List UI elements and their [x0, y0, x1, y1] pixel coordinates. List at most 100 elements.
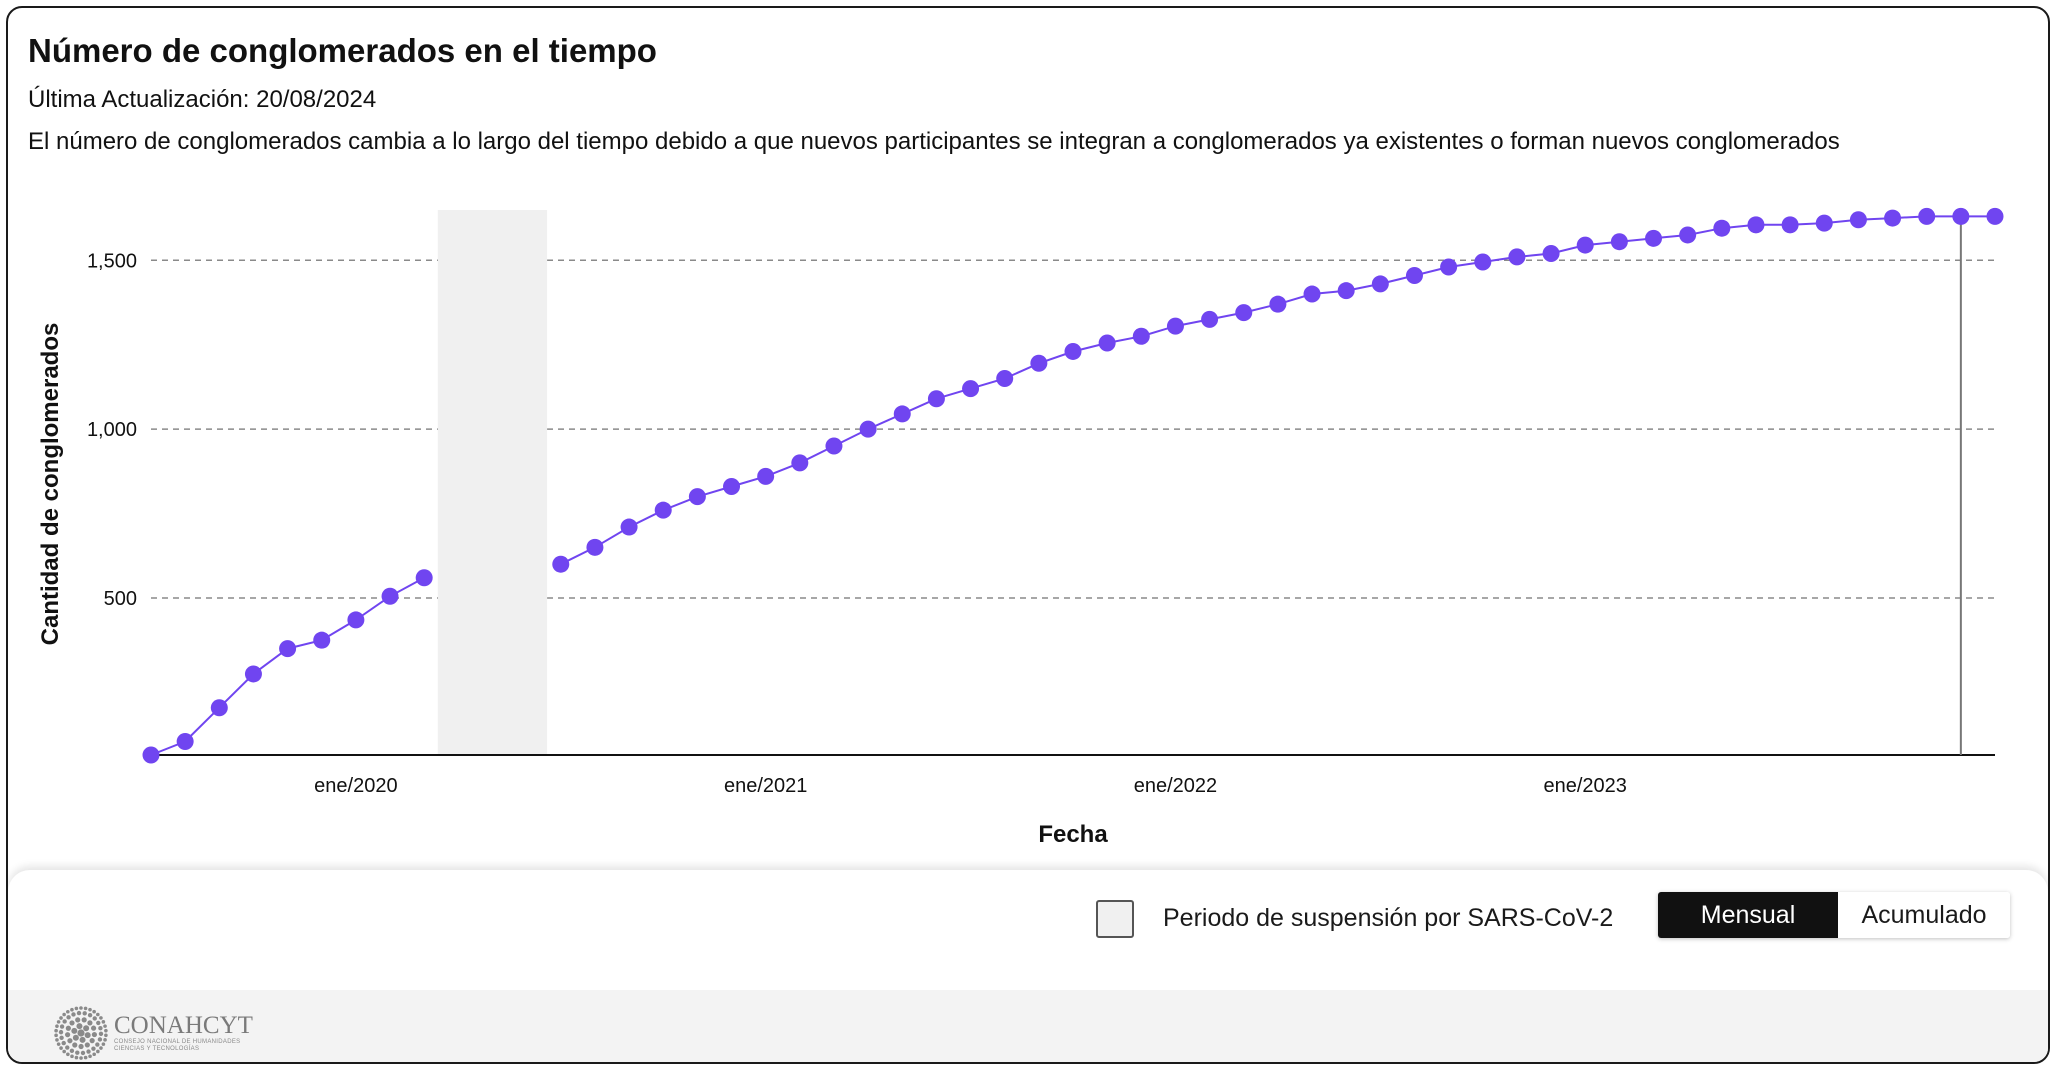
mensual-button[interactable]: Mensual	[1658, 892, 1838, 938]
emblem-dot	[79, 1006, 83, 1010]
data-point[interactable]	[893, 405, 911, 423]
x-tick-label: ene/2020	[314, 775, 397, 797]
data-point[interactable]	[552, 555, 570, 573]
data-point[interactable]	[1303, 285, 1321, 303]
data-point[interactable]	[654, 501, 672, 519]
sars-cov-2-suspension-region	[437, 210, 548, 755]
emblem-dot	[66, 1015, 71, 1020]
emblem-dot	[58, 1029, 64, 1035]
data-point[interactable]	[927, 390, 945, 408]
emblem-dot	[56, 1020, 61, 1024]
emblem-dot	[74, 1055, 79, 1060]
data-point[interactable]	[1337, 282, 1355, 300]
data-point[interactable]	[1542, 245, 1560, 263]
data-point[interactable]	[176, 732, 194, 750]
data-point[interactable]	[996, 369, 1014, 387]
emblem-dot	[80, 1050, 86, 1056]
data-point[interactable]	[1132, 327, 1150, 345]
data-point[interactable]	[1781, 216, 1799, 234]
data-points[interactable]	[142, 207, 2004, 764]
data-point[interactable]	[757, 467, 775, 485]
data-point[interactable]	[859, 420, 877, 438]
emblem-dot	[96, 1020, 101, 1026]
emblem-dot	[92, 1016, 97, 1021]
data-point[interactable]	[1576, 236, 1594, 254]
acumulado-button[interactable]: Acumulado	[1838, 892, 2010, 938]
data-point[interactable]	[620, 518, 638, 536]
data-point[interactable]	[1645, 229, 1663, 247]
legend-swatch[interactable]	[1096, 900, 1134, 938]
data-point[interactable]	[1371, 275, 1389, 293]
emblem-dot	[92, 1052, 96, 1057]
emblem-dot	[67, 1038, 73, 1044]
emblem-dot	[71, 1027, 78, 1034]
emblem-dot	[91, 1031, 98, 1038]
data-point[interactable]	[1713, 219, 1731, 237]
data-point[interactable]	[1884, 209, 1902, 227]
data-point[interactable]	[142, 746, 160, 764]
data-point[interactable]	[791, 454, 809, 472]
emblem-dot	[65, 1045, 70, 1050]
data-point[interactable]	[1098, 334, 1116, 352]
emblem-dot	[65, 1032, 71, 1038]
data-point[interactable]	[1747, 216, 1765, 234]
data-point[interactable]	[279, 640, 297, 658]
data-point[interactable]	[415, 569, 433, 587]
data-point[interactable]	[723, 478, 741, 496]
data-point[interactable]	[1474, 253, 1492, 271]
emblem-dot	[88, 1054, 92, 1059]
data-point[interactable]	[1918, 207, 1936, 225]
emblem-dot	[59, 1024, 65, 1029]
emblem-dot	[59, 1016, 63, 1020]
data-point[interactable]	[1440, 258, 1458, 276]
data-point[interactable]	[210, 699, 228, 717]
data-point[interactable]	[1508, 248, 1526, 266]
data-point[interactable]	[1064, 342, 1082, 360]
data-point[interactable]	[1986, 207, 2004, 225]
emblem-dot	[69, 1048, 75, 1054]
emblem-dot	[62, 1049, 66, 1054]
data-point[interactable]	[381, 587, 399, 605]
data-point[interactable]	[1610, 233, 1628, 251]
data-point[interactable]	[586, 538, 604, 556]
data-point[interactable]	[1849, 211, 1867, 229]
emblem-dot	[55, 1038, 59, 1042]
chart-title: Número de conglomerados en el tiempo	[28, 32, 657, 69]
data-point[interactable]	[1166, 317, 1184, 335]
data-point[interactable]	[244, 665, 262, 683]
emblem-dot	[104, 1033, 108, 1038]
emblem-dot	[95, 1042, 100, 1047]
conahcyt-emblem-icon	[54, 1006, 108, 1060]
series-line	[150, 215, 1995, 756]
x-tick-labels: ene/2020 ene/2021 ene/2022 ene/2023	[314, 775, 1627, 797]
emblem-dot	[101, 1020, 106, 1024]
data-point[interactable]	[825, 437, 843, 455]
emblem-dot	[54, 1028, 58, 1033]
data-point[interactable]	[1030, 354, 1048, 372]
emblem-dot	[82, 1011, 87, 1016]
data-point[interactable]	[1235, 304, 1253, 322]
data-point[interactable]	[962, 380, 980, 398]
emblem-dot	[97, 1037, 103, 1042]
data-point[interactable]	[1815, 214, 1833, 232]
emblem-dot	[91, 1025, 97, 1031]
emblem-dot	[103, 1038, 107, 1042]
emblem-dot	[103, 1024, 107, 1028]
emblem-dot	[66, 1009, 70, 1014]
x-tick-label: ene/2021	[724, 775, 807, 797]
emblem-dot	[61, 1040, 66, 1046]
emblem-dot	[91, 1046, 96, 1051]
data-point[interactable]	[1679, 226, 1697, 244]
emblem-dot	[55, 1024, 59, 1028]
data-point[interactable]	[347, 611, 365, 629]
data-point[interactable]	[313, 631, 331, 649]
y-tick-label: 1,000	[87, 419, 137, 441]
data-point[interactable]	[1201, 310, 1219, 328]
emblem-dot	[62, 1019, 67, 1024]
emblem-dot	[83, 1025, 90, 1032]
emblem-dot	[104, 1028, 108, 1033]
data-point[interactable]	[688, 488, 706, 506]
data-point[interactable]	[1405, 266, 1423, 284]
data-point[interactable]	[1952, 207, 1970, 225]
data-point[interactable]	[1269, 295, 1287, 313]
